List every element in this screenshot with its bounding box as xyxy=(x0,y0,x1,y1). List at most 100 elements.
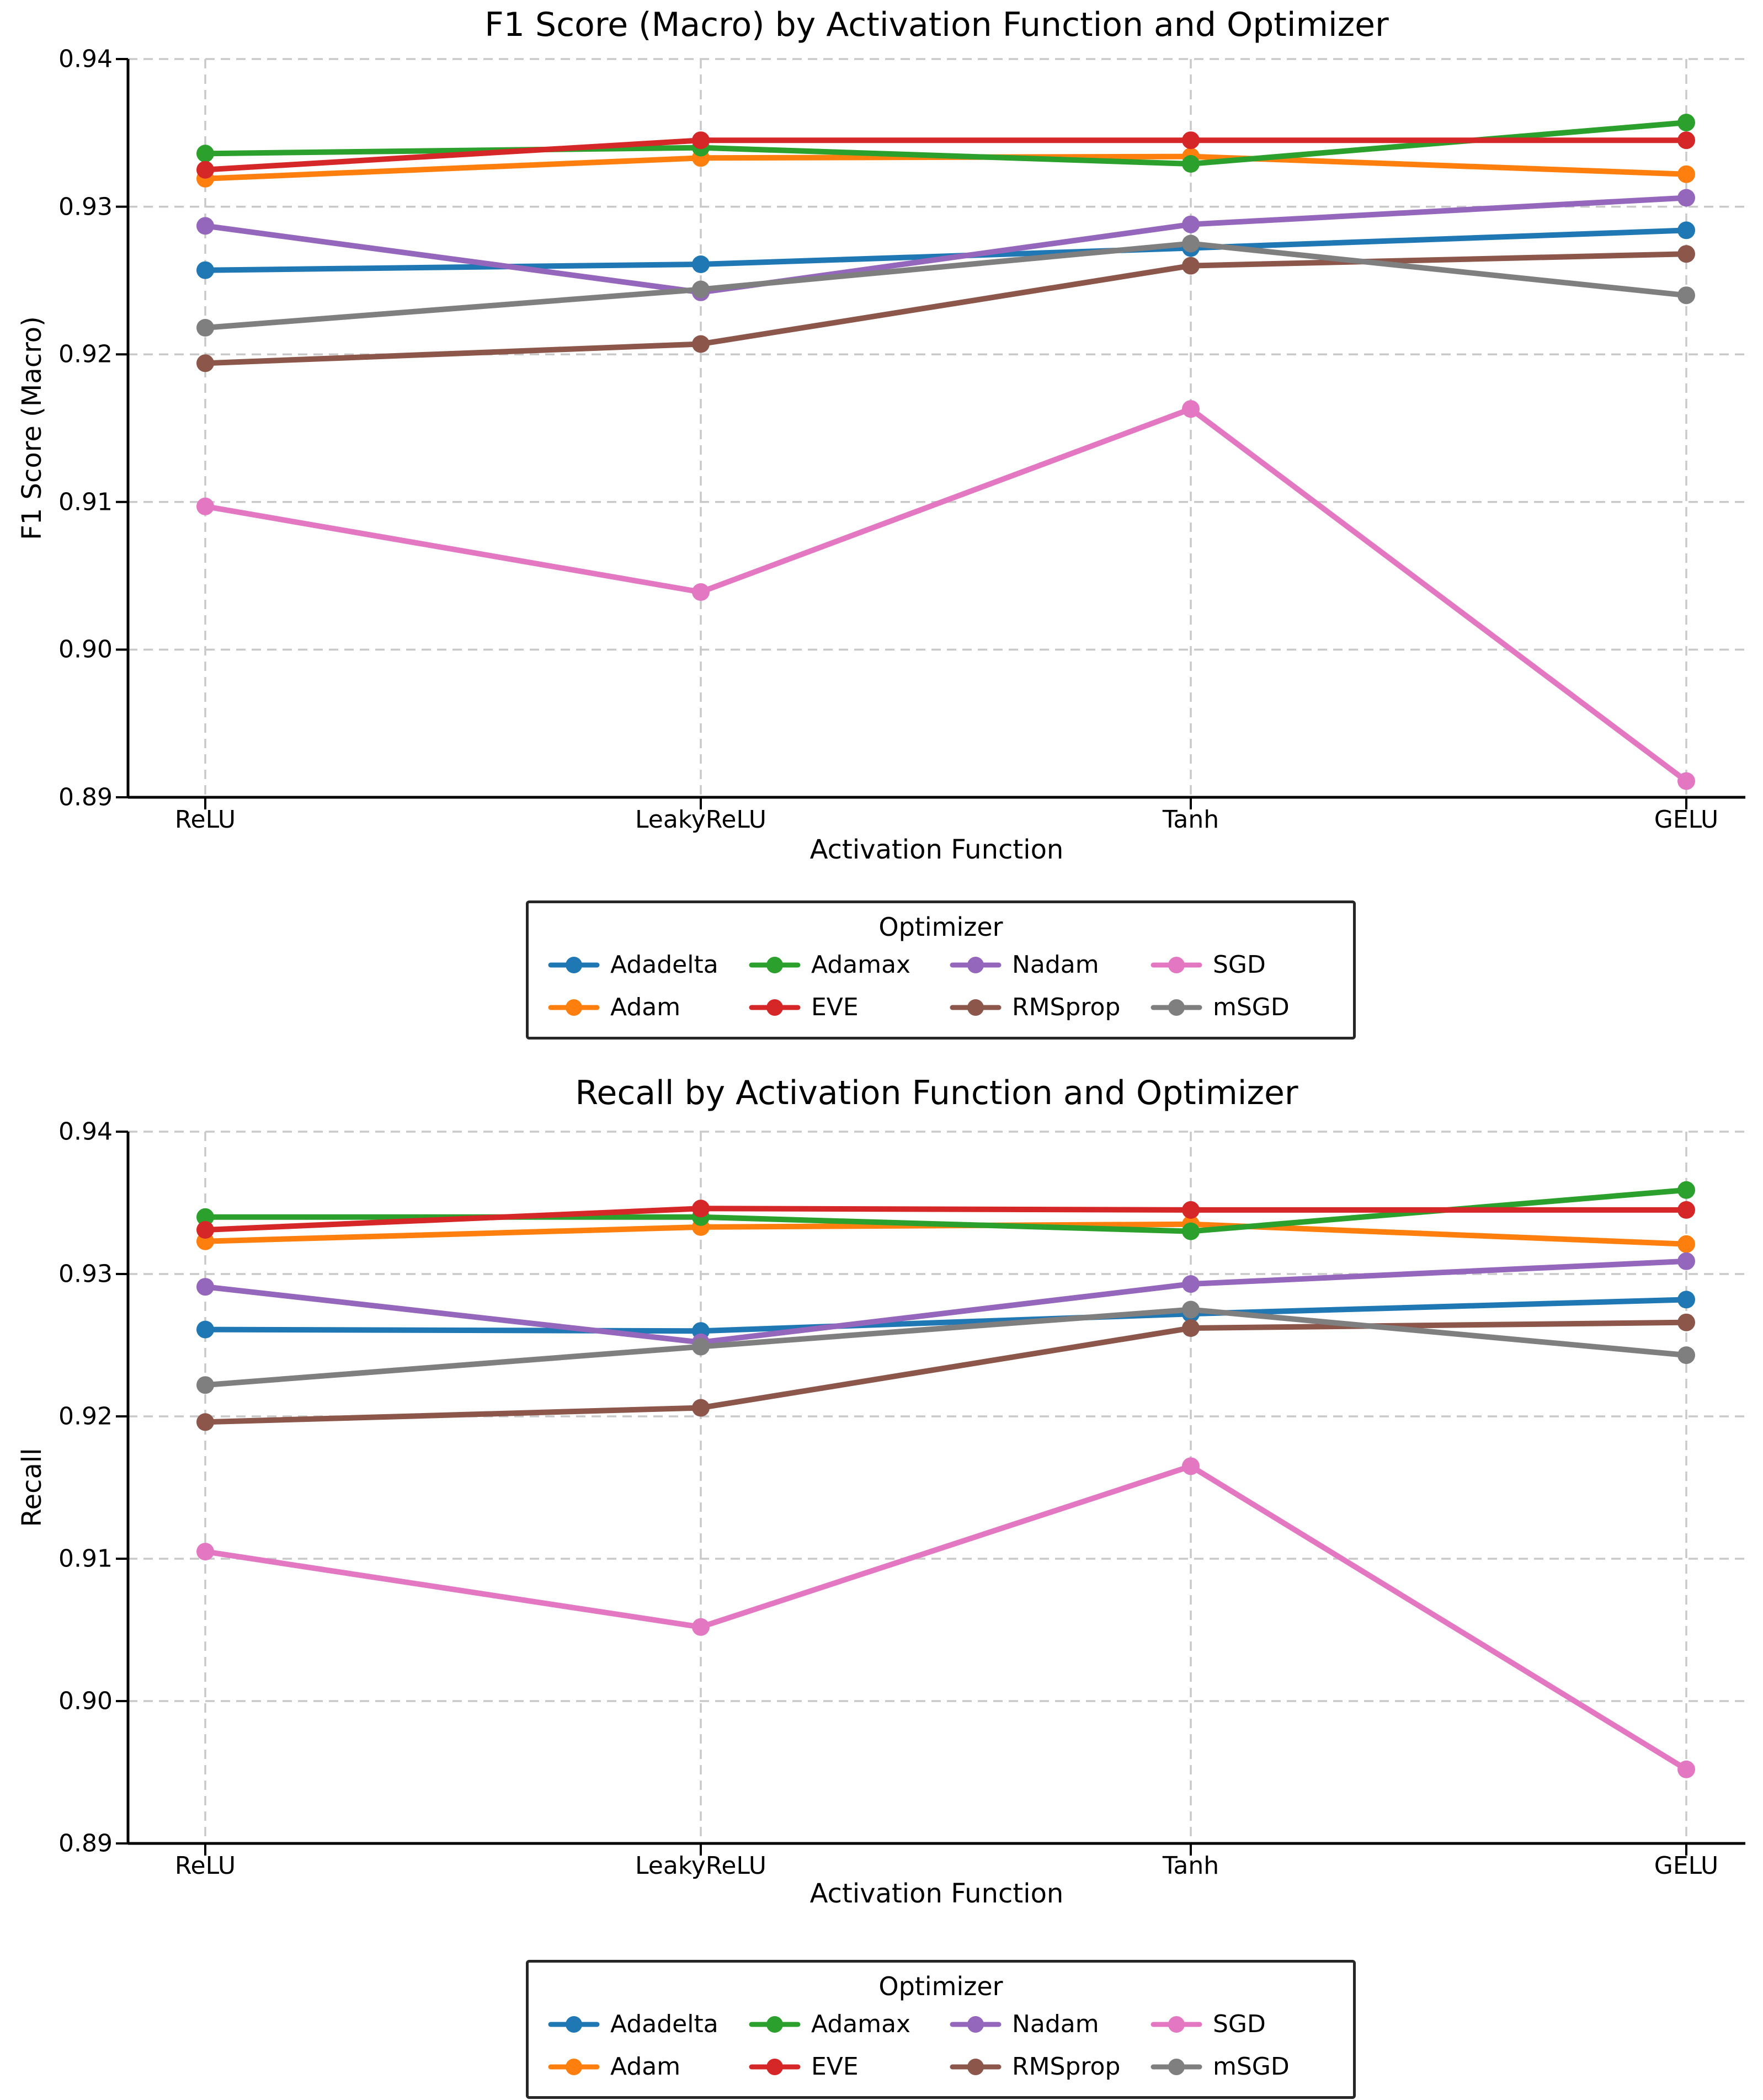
series-line-nadam xyxy=(203,1258,1689,1345)
legend-item-nadam: Nadam xyxy=(949,2010,1133,2038)
legend-label: Nadam xyxy=(1012,2010,1099,2038)
legend-marker-icon-rmsprop xyxy=(950,999,1002,1016)
y-tick-label: 0.91 xyxy=(58,1544,113,1573)
data-point-rmsprop-gelu xyxy=(1677,245,1695,263)
data-point-nadam-gelu xyxy=(1677,1252,1695,1270)
x-tick-label: ReLU xyxy=(174,806,236,834)
data-point-sgd-tanh xyxy=(1182,1457,1200,1475)
recall-plot-area xyxy=(116,1131,1745,1856)
legend-item-msgd: mSGD xyxy=(1150,2053,1334,2081)
legend-label: SGD xyxy=(1213,2010,1266,2038)
legend-marker-icon-rmsprop xyxy=(950,2058,1002,2075)
legend-marker-icon-adam xyxy=(548,2058,600,2075)
legend-item-adadelta: Adadelta xyxy=(547,2010,732,2038)
data-point-rmsprop-tanh xyxy=(1182,1319,1200,1337)
legend-item-adam: Adam xyxy=(547,2053,732,2081)
recall-legend: Optimizer Adadelta Adam Adamax EVE Nadam RMSp… xyxy=(526,1960,1356,2099)
data-point-nadam-tanh xyxy=(1182,1275,1200,1293)
legend-label: RMSprop xyxy=(1012,993,1121,1021)
legend-marker-icon-adam xyxy=(548,999,600,1016)
legend-marker-icon-eve xyxy=(749,2058,801,2075)
legend-marker-icon-nadam xyxy=(950,956,1002,973)
f1-chart-title: F1 Score (Macro) by Activation Function … xyxy=(484,6,1389,44)
legend-item-msgd: mSGD xyxy=(1150,993,1334,1021)
y-tick-label: 0.93 xyxy=(58,1260,113,1288)
data-point-msgd-tanh xyxy=(1182,1300,1200,1319)
x-tick-label: Tanh xyxy=(1162,806,1219,834)
y-tick-label: 0.91 xyxy=(58,488,113,516)
data-point-eve-leakyrelu xyxy=(692,1200,710,1218)
data-point-adamax-gelu xyxy=(1677,114,1695,132)
data-point-rmsprop-leakyrelu xyxy=(692,1399,710,1417)
series-line-sgd xyxy=(203,1463,1689,1772)
data-point-adam-gelu xyxy=(1677,1235,1695,1253)
data-point-adadelta-relu xyxy=(196,261,214,279)
recall-chart-title: Recall by Activation Function and Optimi… xyxy=(575,1074,1298,1112)
legend-marker-icon-adadelta xyxy=(548,2016,600,2033)
y-tick-label: 0.92 xyxy=(58,1402,113,1431)
y-tick-label: 0.92 xyxy=(58,340,113,369)
legend-item-rmsprop: RMSprop xyxy=(949,993,1133,1021)
legend-item-adam: Adam xyxy=(547,993,732,1021)
data-point-rmsprop-relu xyxy=(196,354,214,372)
legend-item-nadam: Nadam xyxy=(949,951,1133,979)
series-line-eve xyxy=(203,137,1689,173)
data-point-nadam-gelu xyxy=(1677,189,1695,207)
series-line-sgd xyxy=(203,406,1689,784)
data-point-eve-relu xyxy=(196,1221,214,1239)
x-tick-label: ReLU xyxy=(174,1852,236,1880)
legend-item-adamax: Adamax xyxy=(748,951,933,979)
data-point-msgd-tanh xyxy=(1182,234,1200,253)
data-point-eve-tanh xyxy=(1182,131,1200,150)
legend-item-sgd: SGD xyxy=(1150,2010,1334,2038)
legend-marker-icon-eve xyxy=(749,999,801,1016)
f1-legend-title: Optimizer xyxy=(878,912,1003,942)
series-line-msgd xyxy=(203,1307,1689,1388)
f1-legend: Optimizer Adadelta Adam Adamax EVE Nadam RMSp… xyxy=(526,900,1356,1040)
data-point-adamax-tanh xyxy=(1182,155,1200,173)
recall-legend-entries: Adadelta Adam Adamax EVE Nadam RMSprop SGD mSGD xyxy=(547,2010,1334,2081)
y-tick-label: 0.94 xyxy=(58,1117,113,1146)
x-tick-label: GELU xyxy=(1654,1852,1719,1880)
series-line-adam xyxy=(203,153,1689,182)
data-point-adadelta-leakyrelu xyxy=(692,255,710,273)
legend-marker-icon-adadelta xyxy=(548,956,600,973)
data-point-adadelta-gelu xyxy=(1677,1291,1695,1309)
data-point-msgd-relu xyxy=(196,1376,214,1394)
f1-x-axis-label: Activation Function xyxy=(809,834,1064,865)
y-tick-label: 0.90 xyxy=(58,635,113,664)
data-point-adam-gelu xyxy=(1677,165,1695,183)
data-point-rmsprop-relu xyxy=(196,1413,214,1431)
data-point-msgd-leakyrelu xyxy=(692,280,710,299)
y-tick-label: 0.94 xyxy=(58,45,113,73)
data-point-rmsprop-tanh xyxy=(1182,257,1200,275)
legend-label: Adamax xyxy=(811,2010,911,2038)
legend-item-adamax: Adamax xyxy=(748,2010,933,2038)
data-point-sgd-gelu xyxy=(1677,1760,1695,1778)
data-point-nadam-relu xyxy=(196,217,214,235)
x-tick-label: LeakyReLU xyxy=(635,1852,766,1880)
data-point-sgd-gelu xyxy=(1677,772,1695,790)
series-line-adam xyxy=(203,1221,1689,1247)
data-point-adamax-gelu xyxy=(1677,1181,1695,1199)
legend-label: RMSprop xyxy=(1012,2053,1121,2081)
y-tick-label: 0.89 xyxy=(58,1829,113,1858)
legend-marker-icon-nadam xyxy=(950,2016,1002,2033)
data-point-adamax-relu xyxy=(196,1208,214,1226)
data-point-adadelta-gelu xyxy=(1677,221,1695,239)
x-tick-label: GELU xyxy=(1654,806,1719,834)
legend-marker-icon-sgd xyxy=(1151,956,1202,973)
data-point-msgd-leakyrelu xyxy=(692,1337,710,1356)
legend-marker-icon-adamax xyxy=(749,2016,801,2033)
legend-label: SGD xyxy=(1213,951,1266,979)
legend-label: mSGD xyxy=(1213,993,1290,1021)
series-line-nadam xyxy=(203,195,1689,295)
x-tick-label: Tanh xyxy=(1162,1852,1219,1880)
legend-label: Nadam xyxy=(1012,951,1099,979)
data-point-adamax-tanh xyxy=(1182,1222,1200,1240)
data-point-eve-tanh xyxy=(1182,1201,1200,1219)
legend-item-eve: EVE xyxy=(748,2053,933,2081)
data-point-eve-relu xyxy=(196,161,214,179)
